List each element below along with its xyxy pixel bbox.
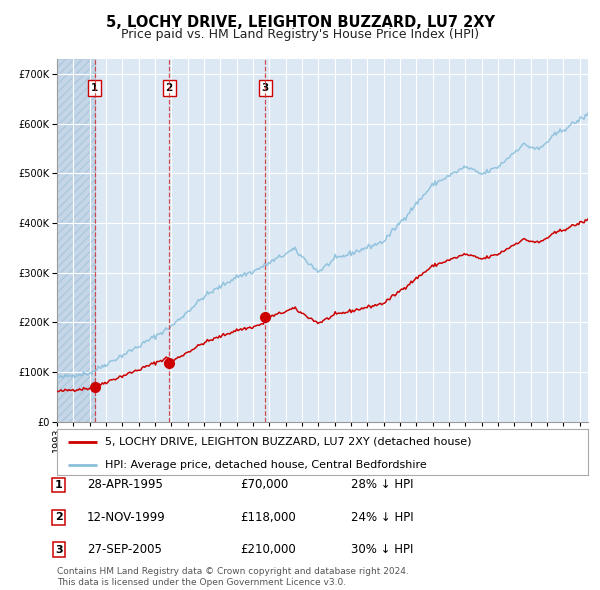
Text: 12-NOV-1999: 12-NOV-1999 (87, 511, 166, 524)
Text: £210,000: £210,000 (240, 543, 296, 556)
Text: 1: 1 (91, 83, 98, 93)
Text: 2: 2 (55, 513, 62, 522)
Text: 5, LOCHY DRIVE, LEIGHTON BUZZARD, LU7 2XY: 5, LOCHY DRIVE, LEIGHTON BUZZARD, LU7 2X… (106, 15, 494, 30)
Text: 3: 3 (262, 83, 269, 93)
Text: This data is licensed under the Open Government Licence v3.0.: This data is licensed under the Open Gov… (57, 578, 346, 588)
Text: Contains HM Land Registry data © Crown copyright and database right 2024.: Contains HM Land Registry data © Crown c… (57, 566, 409, 576)
Text: 5, LOCHY DRIVE, LEIGHTON BUZZARD, LU7 2XY (detached house): 5, LOCHY DRIVE, LEIGHTON BUZZARD, LU7 2X… (105, 437, 471, 447)
Text: 2: 2 (166, 83, 173, 93)
Text: 27-SEP-2005: 27-SEP-2005 (87, 543, 162, 556)
Text: £70,000: £70,000 (240, 478, 288, 491)
Bar (57, 59, 95, 422)
Text: Price paid vs. HM Land Registry's House Price Index (HPI): Price paid vs. HM Land Registry's House … (121, 28, 479, 41)
Text: 1: 1 (55, 480, 62, 490)
Text: 3: 3 (55, 545, 62, 555)
Text: 28% ↓ HPI: 28% ↓ HPI (351, 478, 413, 491)
Text: HPI: Average price, detached house, Central Bedfordshire: HPI: Average price, detached house, Cent… (105, 460, 427, 470)
Text: £118,000: £118,000 (240, 511, 296, 524)
Text: 30% ↓ HPI: 30% ↓ HPI (351, 543, 413, 556)
Text: 24% ↓ HPI: 24% ↓ HPI (351, 511, 413, 524)
Text: 28-APR-1995: 28-APR-1995 (87, 478, 163, 491)
